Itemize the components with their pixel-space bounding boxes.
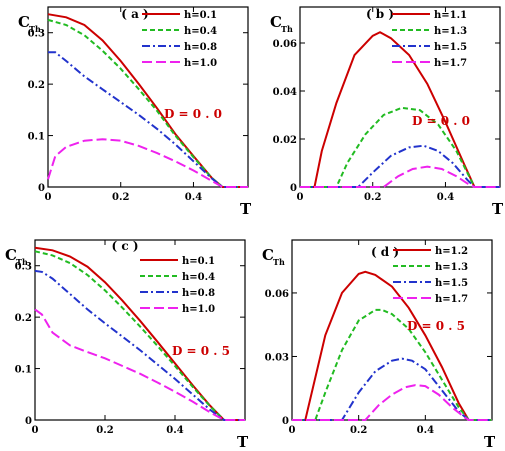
x-tick-label: 0.2	[112, 192, 129, 203]
x-tick-label: 0	[297, 192, 304, 203]
chart-panel-d: 0 0.2 0.4 0 0.03 0.06 T C Th ( d ) h=1.2 h=1.3 h=1.5…	[262, 239, 496, 451]
legend-label: h=1.0	[184, 58, 217, 69]
series-line-h=0.4	[47, 18, 248, 188]
series-line-h=0.1	[47, 13, 248, 188]
y-axis-label-subscript: Th	[29, 24, 41, 34]
series-line-h=1.7	[292, 384, 492, 421]
chart-panel-a: 0 0.2 0.4 0 0.1 0.2 0.3 T C Th ( a ) h=0.1 h=0.4 h=0.…	[18, 6, 252, 218]
annotation-D: D = 0 . 0	[164, 107, 222, 121]
legend-label: h=1.1	[434, 10, 467, 21]
legend-label: h=0.1	[184, 10, 217, 21]
legend-label: h=1.3	[434, 26, 467, 37]
series-line-h=1.5	[300, 144, 500, 188]
x-axis-label: T	[237, 433, 249, 451]
panel-label: ( d )	[371, 245, 399, 259]
x-tick-label: 0	[32, 425, 39, 436]
plot-frame	[299, 6, 501, 188]
series-line-h=1.3	[292, 308, 492, 421]
x-tick-label: 0.4	[437, 192, 454, 203]
y-axis-label-subscript: Th	[273, 257, 285, 267]
legend-label: h=1.5	[434, 42, 467, 53]
series-line-h=1.0	[34, 308, 245, 421]
annotation-D: D = 0 . 5	[172, 344, 230, 358]
y-tick-label: 0.1	[28, 132, 45, 143]
y-tick-label: 0	[290, 183, 297, 194]
chart-panel-b: 0 0.2 0.4 0 0.02 0.04 0.06 T C Th ( b ) h=1.1 h=1.3 h…	[270, 6, 504, 218]
legend-label: h=1.5	[435, 278, 468, 289]
x-tick-label: 0.2	[96, 425, 113, 436]
x-axis-label: T	[484, 433, 496, 451]
y-tick-label: 0.2	[15, 313, 32, 324]
x-tick-label: 0.4	[417, 425, 434, 436]
y-tick-label: 0	[25, 416, 32, 427]
y-tick-label: 0.06	[273, 39, 297, 50]
series-line-h=1.2	[292, 270, 492, 421]
legend-label: h=1.7	[435, 294, 468, 305]
x-tick-label: 0.4	[166, 425, 183, 436]
plot-frame	[291, 239, 493, 421]
x-tick-label: 0.2	[364, 192, 381, 203]
annotation-D: D = 0 . 0	[412, 114, 470, 128]
plot-frame	[47, 6, 249, 188]
series-line-h=1.0	[47, 138, 248, 188]
legend-label: h=0.8	[184, 42, 217, 53]
y-tick-label: 0	[38, 183, 45, 194]
x-axis-label: T	[492, 200, 504, 218]
y-tick-label: 0.3	[28, 29, 45, 40]
y-axis-label: C	[270, 13, 282, 31]
legend-label: h=0.4	[184, 26, 217, 37]
y-tick-label: 0.03	[265, 352, 289, 363]
series-line-h=0.8	[34, 269, 245, 421]
panel-label: ( c )	[111, 239, 138, 253]
panel-label: ( b )	[366, 7, 394, 21]
y-tick-label: 0.2	[28, 80, 45, 91]
y-axis-label: C	[262, 246, 274, 264]
legend-label: h=1.2	[435, 246, 468, 257]
legend-label: h=1.7	[434, 58, 467, 69]
y-tick-label: 0.06	[265, 289, 289, 300]
y-tick-label: 0	[282, 416, 289, 427]
series-line-h=1.1	[300, 31, 500, 188]
y-axis-label-subscript: Th	[16, 257, 28, 267]
y-tick-label: 0.02	[273, 135, 297, 146]
series-line-h=0.1	[34, 246, 245, 421]
legend-label: h=0.4	[182, 272, 215, 283]
y-tick-label: 0.3	[15, 262, 32, 273]
plot-frame	[34, 239, 246, 421]
x-tick-label: 0	[289, 425, 296, 436]
series-line-h=1.7	[300, 165, 500, 188]
y-axis-label-subscript: Th	[281, 24, 293, 34]
y-tick-label: 0.1	[15, 365, 32, 376]
y-axis-label: C	[5, 246, 17, 264]
legend-label: h=1.0	[182, 304, 215, 315]
annotation-D: D = 0 . 5	[407, 319, 465, 333]
x-tick-label: 0.2	[350, 425, 367, 436]
y-axis-label: C	[18, 13, 30, 31]
panel-label: ( a )	[121, 7, 149, 21]
legend-label: h=0.1	[182, 256, 215, 267]
series-line-h=0.4	[34, 250, 245, 421]
legend-label: h=1.3	[435, 262, 468, 273]
legend-label: h=0.8	[182, 288, 215, 299]
series-line-h=1.3	[300, 106, 500, 188]
y-tick-label: 0.04	[273, 87, 297, 98]
x-tick-label: 0	[45, 192, 52, 203]
series-line-h=1.5	[292, 357, 492, 421]
x-tick-label: 0.4	[185, 192, 202, 203]
x-axis-label: T	[240, 200, 252, 218]
chart-panel-c: 0 0.2 0.4 0 0.1 0.2 0.3 T C Th ( c ) h=0.1 h=0.4 h=0.…	[5, 239, 249, 451]
